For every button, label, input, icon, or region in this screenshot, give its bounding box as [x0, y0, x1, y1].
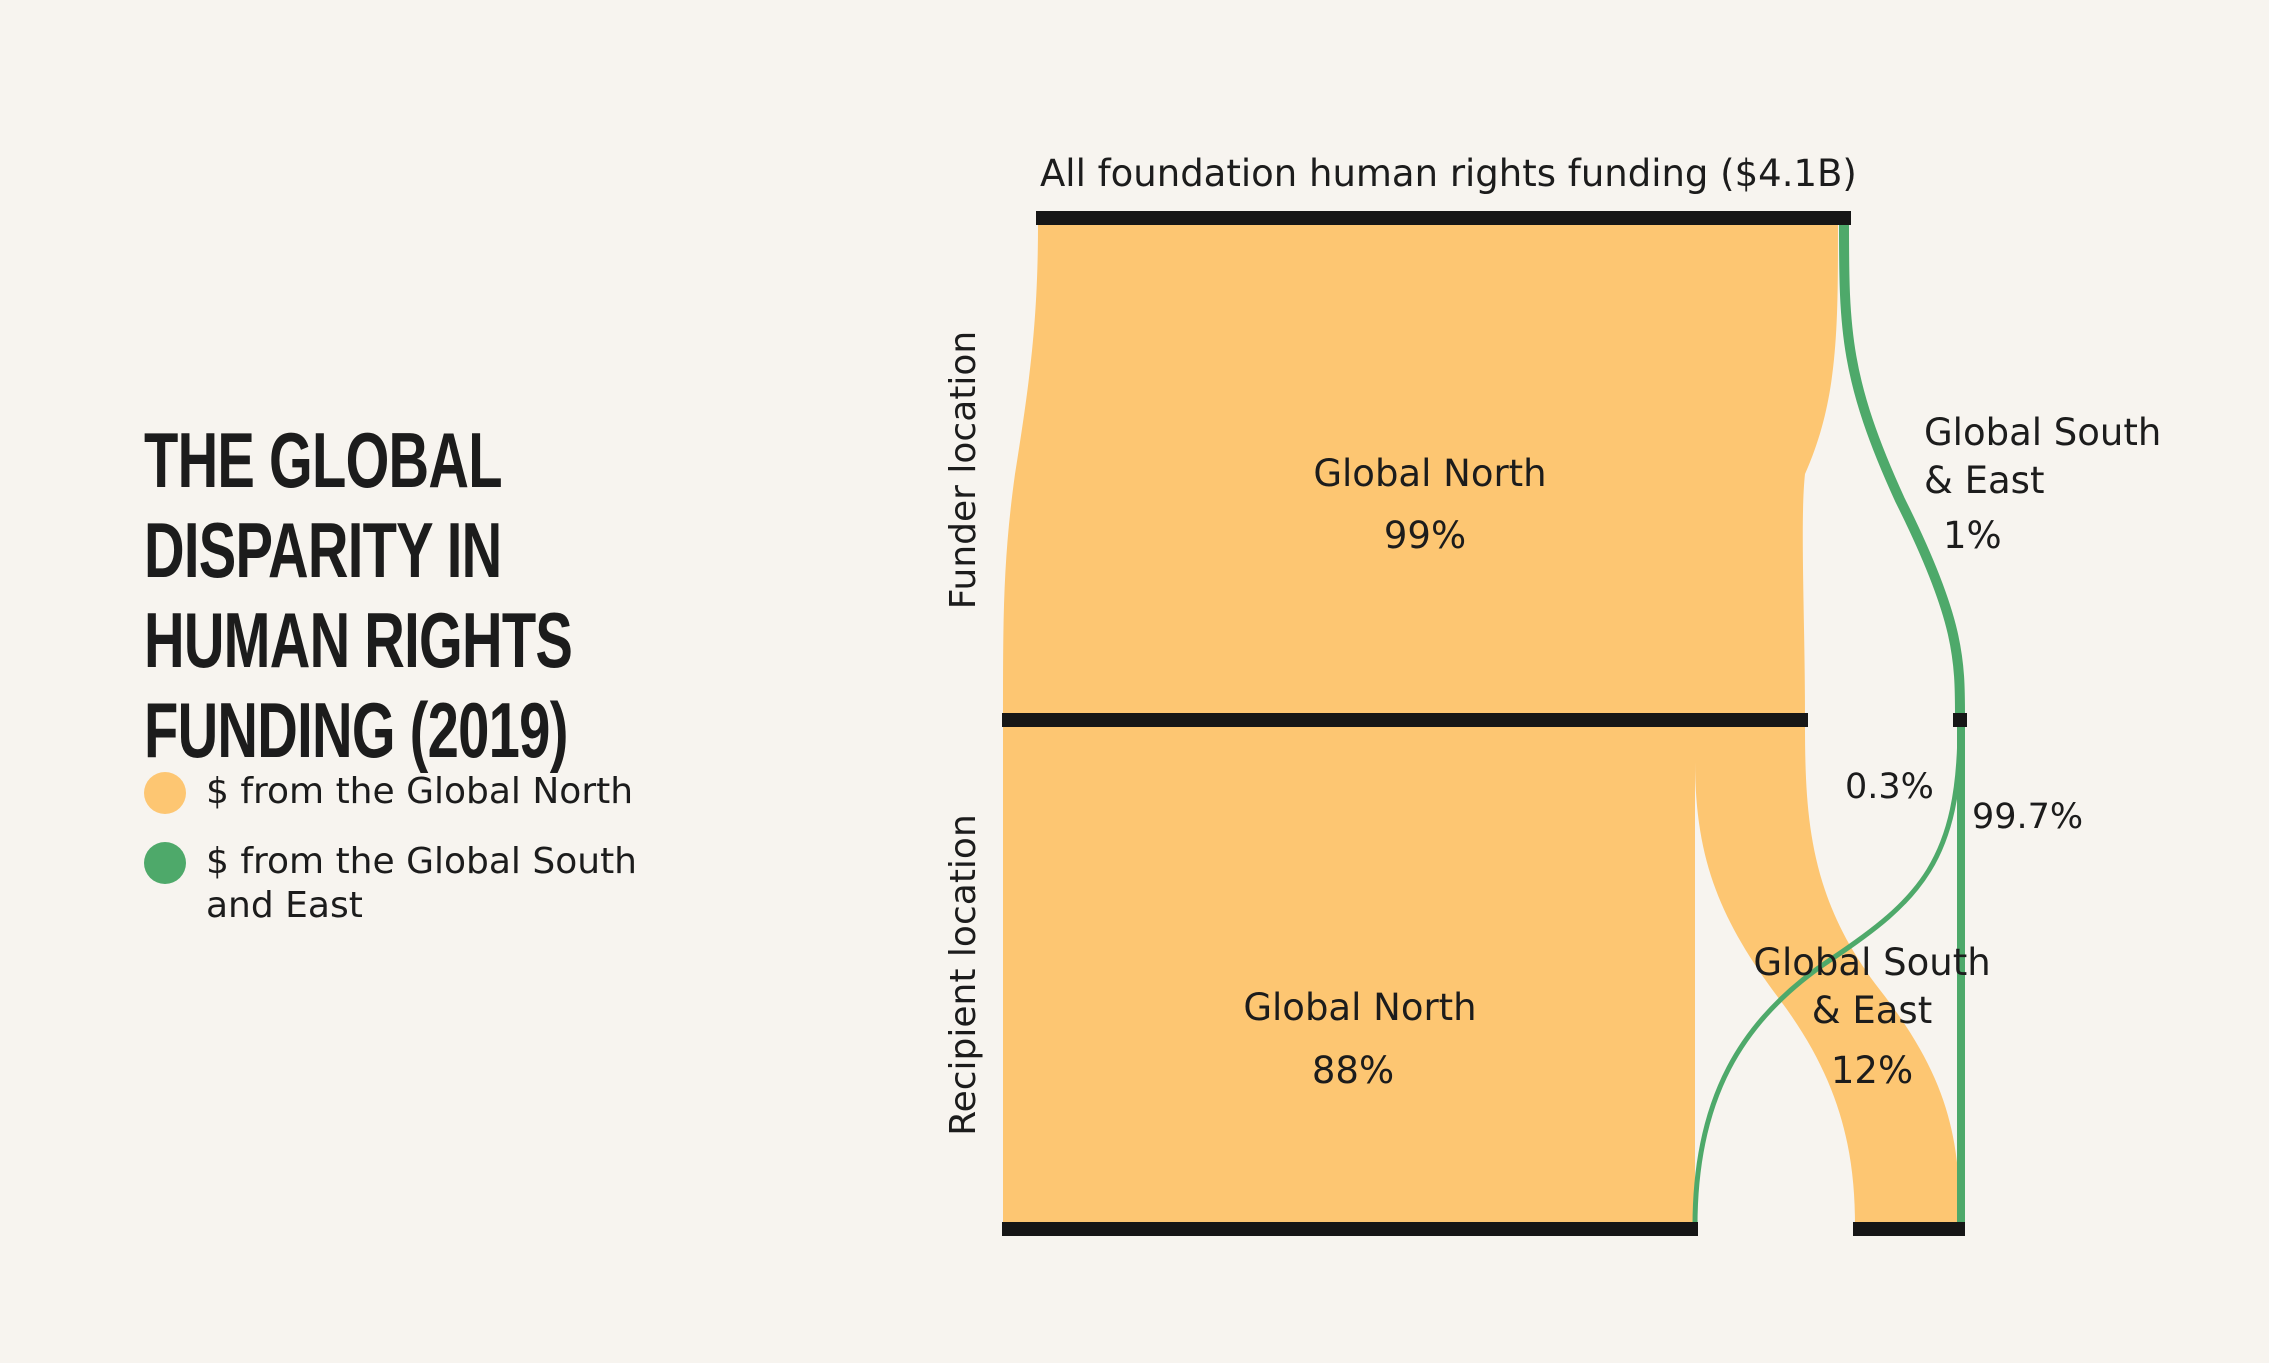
flow-north-to-south [1695, 724, 1960, 1226]
legend-swatch-south [144, 842, 186, 884]
chart-title: The Global Disparity in Human Rights Fun… [144, 416, 573, 774]
funder-north-pct: 99% [1384, 514, 1466, 557]
flow-funder-south [1839, 223, 1965, 719]
node-bar-all-funding [1036, 211, 1851, 225]
recipient-north-name: Global North [1243, 986, 1476, 1029]
legend-label-south: $ from the Global South and East [206, 841, 637, 926]
recipient-south-name-1: Global South [1753, 941, 1990, 984]
recipient-north-pct: 88% [1312, 1049, 1394, 1092]
south-to-south-pct: 99.7% [1972, 797, 2083, 837]
recipient-axis-label: Recipient location [943, 814, 984, 1136]
legend-item-south: $ from the Global South and East [144, 840, 676, 928]
flow-south-to-north [1692, 723, 1963, 1227]
funder-axis-label: Funder location [943, 331, 984, 609]
funder-south-name-1: Global South [1924, 411, 2161, 454]
node-bar-recipient-north [1002, 1222, 1698, 1236]
funder-south-name-2: & East [1924, 459, 2044, 502]
funder-south-pct: 1% [1943, 514, 2002, 557]
legend-item-north: $ from the Global North [144, 770, 676, 814]
legend-label-north: $ from the Global North [206, 771, 634, 812]
legend: $ from the Global North $ from the Globa… [144, 770, 676, 954]
node-bar-funder-north [1002, 713, 1808, 727]
funder-north-name: Global North [1313, 452, 1546, 495]
legend-swatch-north [144, 772, 186, 814]
flow-funder-north [1003, 224, 1838, 718]
node-bar-recipient-south [1853, 1222, 1965, 1236]
flow-north-to-north [1003, 724, 1695, 1226]
top-label: All foundation human rights funding ($4.… [1040, 152, 1857, 195]
node-bar-funder-south [1953, 713, 1967, 727]
recipient-south-pct: 12% [1831, 1049, 1913, 1092]
south-to-north-pct: 0.3% [1845, 767, 1934, 807]
recipient-south-name-2: & East [1812, 989, 1932, 1032]
